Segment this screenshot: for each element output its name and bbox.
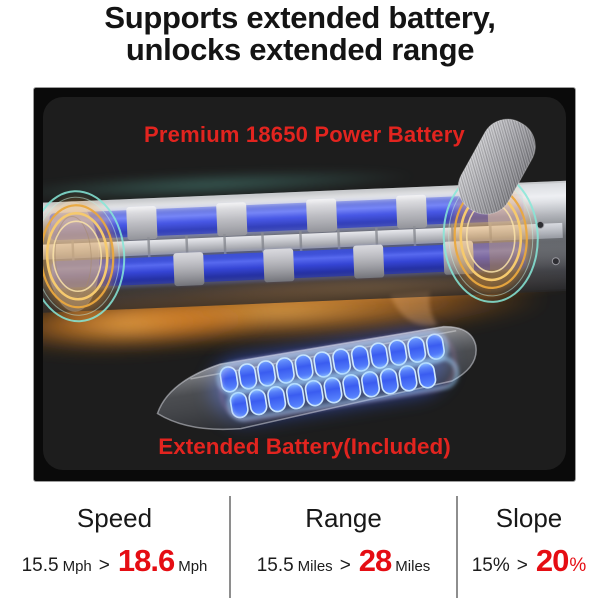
before-value: 15.5 xyxy=(21,555,59,576)
stat-title: Speed xyxy=(76,503,153,533)
title-line-2: unlocks extended range xyxy=(125,31,475,67)
extended-battery-label: Extended Battery(Included) xyxy=(158,434,451,459)
teal-light-streak xyxy=(43,170,421,199)
stat-comparison: 15.5 Miles > 28 Miles xyxy=(257,543,431,579)
after-unit: Mph xyxy=(178,558,208,575)
before-value: 15.5 xyxy=(256,555,294,576)
glow-ring-right xyxy=(441,170,540,304)
column-divider xyxy=(229,496,231,598)
before-unit: Miles xyxy=(297,558,333,575)
stat-title: Range xyxy=(305,503,382,533)
greater-than-symbol: > xyxy=(516,555,528,576)
battery-housing xyxy=(156,325,477,431)
hero-panel: Premium 18650 Power Battery Extended Bat… xyxy=(33,87,576,482)
before-unit: Mph xyxy=(62,558,92,575)
after-unit: Miles xyxy=(395,558,431,575)
after-unit: % xyxy=(569,555,587,576)
extended-battery-cells xyxy=(219,333,445,419)
battery-type-label: Premium 18650 Power Battery xyxy=(144,122,465,147)
stat-column-range: Range 15.5 Miles > 28 Miles xyxy=(231,480,456,579)
tube-end-cap xyxy=(46,200,100,312)
after-value: 20 xyxy=(535,543,569,578)
extended-battery-pack xyxy=(156,325,477,431)
battery-cutaway-illustration xyxy=(43,118,566,431)
stat-comparison: 15% > 20 % xyxy=(472,543,587,579)
page-title: Supports extended battery, unlocks exten… xyxy=(0,0,600,65)
battery-cells-row xyxy=(43,192,563,290)
cable-bracket xyxy=(390,291,438,326)
stat-title: Slope xyxy=(495,503,563,533)
after-value: 18.6 xyxy=(117,543,175,578)
stat-column-slope: Slope 15% > 20 % xyxy=(458,480,600,579)
stats-section: Speed 15.5 Mph > 18.6 Mph Range 15.5 Mil… xyxy=(0,480,600,600)
hero-panel-inner: Premium 18650 Power Battery Extended Bat… xyxy=(43,97,566,470)
orange-underglow xyxy=(43,274,566,351)
before-value: 15% xyxy=(471,555,510,576)
stem-tube xyxy=(43,157,566,351)
after-value: 28 xyxy=(358,543,392,578)
column-divider xyxy=(456,496,458,598)
stat-column-speed: Speed 15.5 Mph > 18.6 Mph xyxy=(0,480,229,579)
glow-ring-left xyxy=(43,189,127,323)
greater-than-symbol: > xyxy=(98,555,110,576)
greater-than-symbol: > xyxy=(339,555,351,576)
title-line-1: Supports extended battery, xyxy=(104,0,496,35)
stat-comparison: 15.5 Mph > 18.6 Mph xyxy=(22,543,208,579)
stem-right-section xyxy=(486,181,566,292)
